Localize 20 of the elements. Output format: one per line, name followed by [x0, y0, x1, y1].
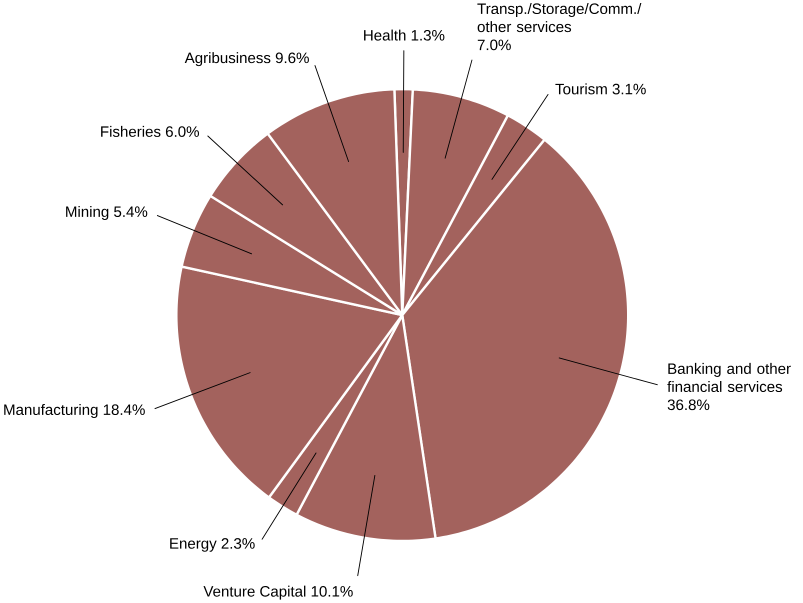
slice-label: Banking and other financial services: [667, 363, 791, 392]
data-label: 10.1%: [312, 586, 353, 597]
slice-label: Manufacturing: [4, 404, 98, 418]
slice-label: Mining: [66, 206, 108, 220]
slice-label: Tourism: [555, 84, 607, 95]
data-label: 3.1%: [612, 84, 646, 95]
data-label: 9.6%: [276, 52, 309, 64]
data-label: 36.8%: [668, 400, 710, 410]
slice-label: Fisheries: [101, 126, 160, 138]
slice-label: Agribusiness: [184, 52, 270, 66]
data-label: 18.4%: [104, 404, 145, 416]
data-label: 5.4%: [114, 206, 148, 218]
data-label: 1.3%: [412, 30, 444, 41]
slice-label: Transp./Storage/Comm./ other services: [477, 3, 642, 32]
data-label: 2.3%: [222, 538, 255, 549]
slice-label: Venture Capital: [203, 586, 306, 600]
data-label: 6.0%: [166, 126, 199, 138]
slice-label: Health: [364, 30, 406, 41]
slice-label: Energy: [170, 538, 217, 552]
data-label: 7.0%: [478, 40, 511, 50]
